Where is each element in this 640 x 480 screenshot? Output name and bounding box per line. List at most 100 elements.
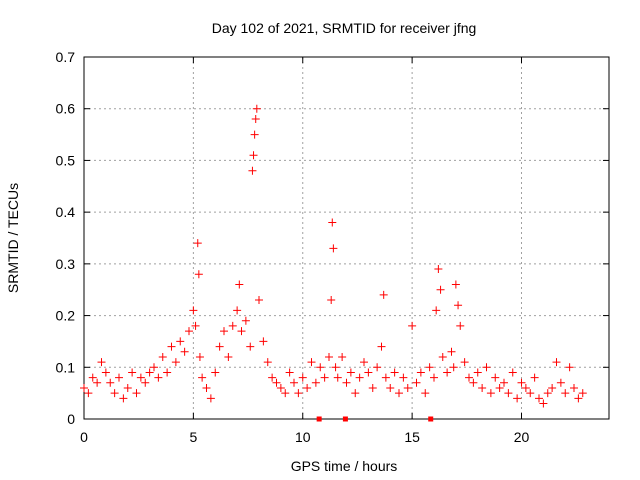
x-tick-label: 0	[80, 429, 88, 445]
data-point	[327, 296, 336, 305]
data-point	[252, 104, 261, 113]
data-point	[482, 363, 491, 372]
data-point	[224, 352, 233, 361]
data-point	[237, 327, 246, 336]
data-point	[115, 373, 123, 382]
data-point	[198, 373, 207, 382]
data-point	[249, 151, 258, 160]
data-point	[136, 373, 145, 382]
data-point	[412, 378, 421, 387]
data-point	[432, 306, 441, 315]
data-point	[220, 327, 228, 336]
data-point	[250, 130, 259, 139]
y-tick-label: 0.4	[56, 204, 76, 220]
data-point	[434, 265, 443, 274]
data-point	[436, 285, 445, 294]
data-point	[171, 358, 180, 367]
data-point	[241, 316, 250, 325]
data-point	[360, 358, 368, 367]
baseline-marker	[316, 416, 322, 422]
data-point	[97, 358, 106, 367]
data-point	[570, 383, 578, 392]
data-point	[443, 368, 452, 377]
y-tick-label: 0.1	[56, 359, 76, 375]
data-point	[206, 394, 215, 403]
data-point	[202, 383, 211, 392]
data-point	[491, 373, 500, 382]
data-point	[451, 280, 460, 289]
data-point	[504, 389, 513, 398]
data-point	[195, 352, 204, 361]
data-point	[447, 347, 456, 356]
y-tick-labels: 0 0.1 0.2 0.3 0.4 0.5 0.6 0.7	[56, 49, 76, 427]
y-tick-label: 0.7	[56, 49, 76, 65]
data-point	[211, 368, 220, 377]
data-point	[189, 306, 198, 315]
data-point	[539, 399, 548, 408]
data-point	[248, 166, 257, 175]
data-point	[329, 244, 338, 253]
data-point	[154, 373, 163, 382]
data-point	[386, 383, 395, 392]
data-point	[132, 389, 141, 398]
data-point	[110, 389, 119, 398]
data-point	[191, 321, 200, 330]
data-point	[123, 383, 132, 392]
data-point	[93, 378, 102, 387]
data-point	[180, 347, 189, 356]
x-tick-label: 20	[514, 429, 530, 445]
data-point	[298, 373, 307, 382]
data-point	[272, 378, 281, 387]
data-point	[578, 389, 587, 398]
baseline-marker	[428, 416, 434, 422]
data-point	[307, 358, 316, 367]
data-point	[255, 296, 263, 305]
data-point	[276, 383, 285, 392]
data-point	[486, 389, 495, 398]
data-point	[521, 383, 530, 392]
data-point	[574, 394, 583, 403]
data-point	[556, 378, 565, 387]
data-point	[80, 383, 88, 392]
data-point	[259, 337, 268, 346]
data-point	[465, 373, 473, 382]
data-point	[473, 368, 482, 377]
data-point	[535, 394, 543, 403]
data-point	[355, 373, 364, 382]
data-point	[316, 363, 325, 372]
data-point	[119, 394, 128, 403]
data-point	[84, 389, 93, 398]
data-point	[320, 373, 329, 382]
data-point	[351, 389, 360, 398]
data-point	[285, 368, 294, 377]
y-tick-label: 0.2	[56, 308, 76, 324]
grid-lines	[84, 57, 609, 419]
data-points	[80, 104, 587, 408]
data-point	[150, 363, 158, 372]
data-point	[141, 378, 150, 387]
data-point	[438, 352, 447, 361]
data-point	[331, 363, 340, 372]
data-point	[495, 383, 504, 392]
data-point	[454, 301, 463, 310]
data-point	[430, 373, 438, 382]
data-point	[565, 363, 574, 372]
data-point	[421, 389, 430, 398]
plot-frame	[83, 56, 610, 420]
data-point	[185, 327, 193, 336]
data-point	[228, 321, 237, 330]
x-tick-label: 5	[189, 429, 197, 445]
data-point	[390, 368, 399, 377]
x-axis-label: GPS time / hours	[291, 458, 398, 474]
data-point	[338, 352, 347, 361]
axes	[83, 56, 610, 420]
data-point	[416, 368, 425, 377]
data-point	[399, 373, 408, 382]
data-point	[543, 389, 552, 398]
data-point	[158, 352, 167, 361]
data-point	[561, 389, 570, 398]
data-point	[215, 342, 224, 351]
data-point	[530, 373, 539, 382]
data-point	[500, 378, 508, 387]
